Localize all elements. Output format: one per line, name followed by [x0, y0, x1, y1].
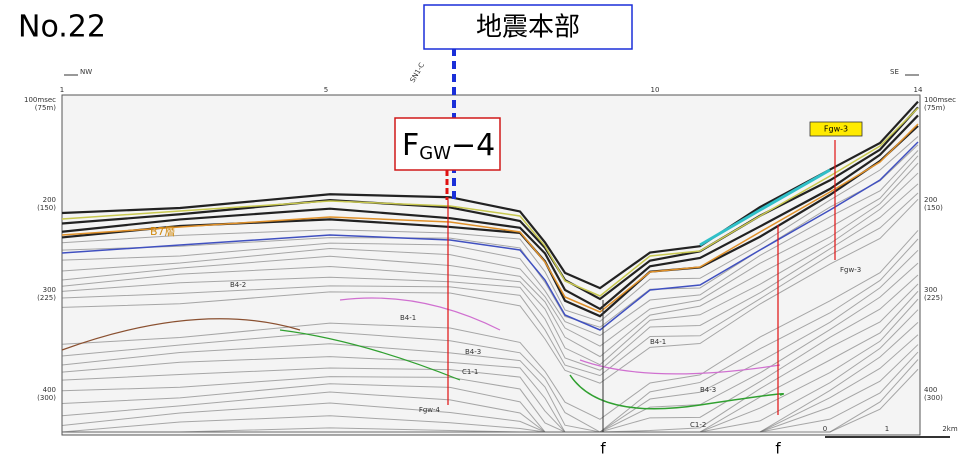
fault-f: f — [775, 440, 781, 458]
fault-main: F — [402, 128, 419, 163]
depth-label: 200 — [43, 196, 56, 204]
top-tick: 10 — [651, 86, 660, 94]
depth-label: 300 — [924, 286, 937, 294]
horizon — [569, 374, 785, 410]
unit-label: B4-2 — [230, 281, 246, 289]
reflector — [61, 183, 919, 371]
reflector — [62, 368, 919, 433]
top-tick: 1 — [60, 86, 64, 94]
depth-label: (75m) — [35, 104, 56, 112]
depth-label: 300 — [43, 286, 56, 294]
horizon — [339, 297, 501, 331]
unit-label: C1-2 — [690, 421, 706, 429]
unit-label: B4-1 — [400, 314, 416, 322]
reflector — [61, 162, 919, 358]
top-tick: 5 — [324, 86, 328, 94]
fault-name: FGW−4 — [402, 128, 495, 165]
horizon — [61, 141, 919, 331]
depth-label: (300) — [924, 394, 943, 402]
horizon — [279, 329, 461, 381]
horizon — [579, 359, 781, 375]
agency-box — [423, 4, 633, 50]
fault-small: Fgw-3 — [840, 266, 861, 274]
depth-label: 400 — [924, 386, 937, 394]
reflector — [61, 136, 919, 322]
fault-f: f — [600, 440, 606, 458]
reflector — [61, 125, 919, 318]
horizon — [61, 318, 301, 351]
unit-label: B4-3 — [465, 348, 481, 356]
horizon — [61, 123, 919, 313]
depth-label: (300) — [37, 394, 56, 402]
depth-label: 400 — [43, 386, 56, 394]
unit-label: C1-1 — [462, 368, 478, 376]
fault-box — [394, 117, 501, 171]
reflector — [61, 155, 919, 347]
depth-label: (150) — [924, 204, 943, 212]
top-tick: 14 — [914, 86, 923, 94]
unit-label: B4-3 — [700, 386, 716, 394]
scale-label: 1 — [885, 425, 889, 433]
depth-label: (225) — [924, 294, 943, 302]
direction-left: NW — [80, 68, 92, 76]
depth-label: (225) — [37, 294, 56, 302]
reflector — [61, 230, 919, 420]
reflector — [61, 192, 919, 377]
depth-label: (75m) — [924, 104, 945, 112]
horizon — [61, 107, 919, 297]
reflector — [61, 198, 919, 384]
depth-label: 200 — [924, 196, 937, 204]
depth-label: (150) — [37, 204, 56, 212]
reflectors — [61, 100, 919, 433]
line-label: SN1-C — [409, 61, 427, 84]
fault-tag-box — [809, 121, 863, 137]
reflector — [61, 249, 919, 433]
reflector — [61, 238, 919, 433]
fault-sub: GW — [419, 143, 451, 164]
fault-tag: Fgw-3 — [824, 125, 848, 134]
fault-suffix: −4 — [451, 128, 495, 163]
depth-label: 100msec — [24, 96, 56, 104]
reflector — [61, 150, 919, 337]
reflector — [61, 114, 919, 311]
horizon — [699, 168, 831, 247]
fault-small: Fgw-4 — [419, 406, 441, 414]
agency-label: 地震本部 — [476, 13, 580, 43]
scale-label: 0 — [823, 425, 827, 433]
direction-right: SE — [890, 68, 899, 76]
figure-number: No.22 — [18, 10, 106, 45]
scale-label: 2km — [942, 425, 958, 433]
layer-label: B7層 — [150, 225, 176, 238]
reflector — [61, 172, 919, 366]
unit-label: B4-1 — [650, 338, 666, 346]
depth-label: 100msec — [924, 96, 956, 104]
